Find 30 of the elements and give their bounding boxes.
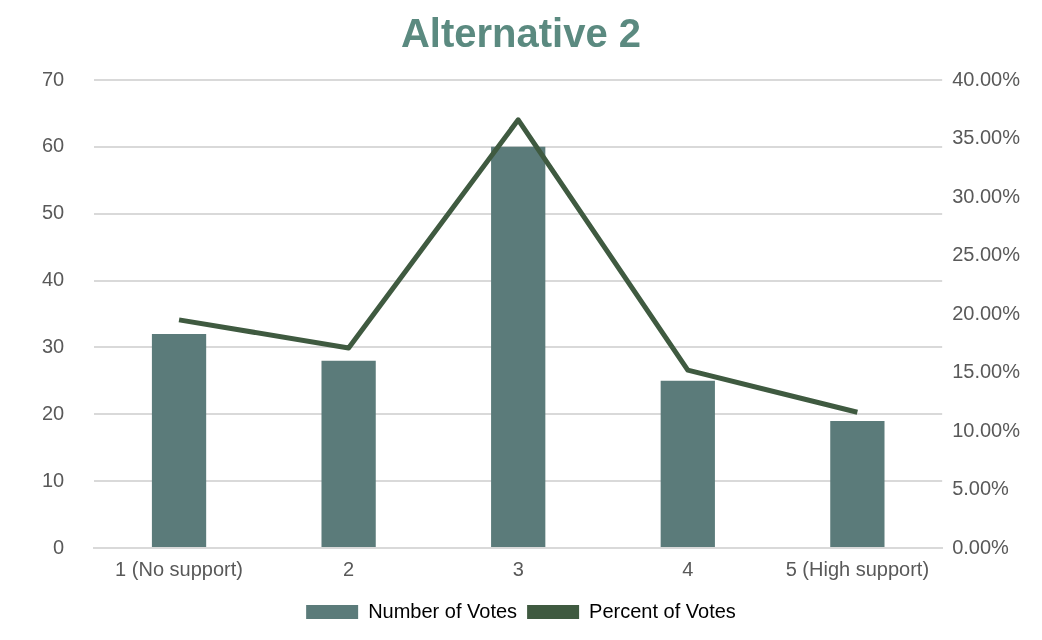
y-tick-label: 70 <box>42 67 65 90</box>
bar <box>151 334 207 547</box>
y2-tick-label: 30.00% <box>952 184 1021 207</box>
y2-tick-label: 5.00% <box>952 477 1010 500</box>
y-tick-label: 20 <box>42 401 65 424</box>
x-tick-label: 2 <box>343 557 355 580</box>
y2-tick-label: 35.00% <box>952 126 1021 149</box>
y2-tick-label: 40.00% <box>952 67 1021 90</box>
legend-label: Percent of Votes <box>589 599 736 622</box>
y-tick-label: 50 <box>42 201 65 224</box>
y2-tick-label: 0.00% <box>952 535 1010 558</box>
x-tick-label: 3 <box>512 557 524 580</box>
x-tick-label: 5 (High support) <box>785 557 930 580</box>
y2-tick-label: 20.00% <box>952 301 1021 324</box>
y-tick-label: 30 <box>42 334 65 357</box>
y-tick-label: 10 <box>42 468 65 491</box>
legend-label: Number of Votes <box>368 599 518 622</box>
bar <box>660 380 715 547</box>
y-tick-label: 0 <box>53 535 65 558</box>
bar <box>830 420 885 547</box>
x-tick-label: 4 <box>682 557 694 580</box>
y-tick-label: 40 <box>42 268 65 291</box>
y-tick-label: 60 <box>42 134 65 157</box>
bar <box>491 146 546 547</box>
bar <box>321 360 376 547</box>
chart-title: Alternative 2 <box>400 11 642 56</box>
y2-tick-label: 15.00% <box>952 360 1021 383</box>
y2-tick-label: 25.00% <box>952 243 1021 266</box>
y2-tick-label: 10.00% <box>952 418 1021 441</box>
x-tick-label: 1 (No support) <box>115 557 243 580</box>
